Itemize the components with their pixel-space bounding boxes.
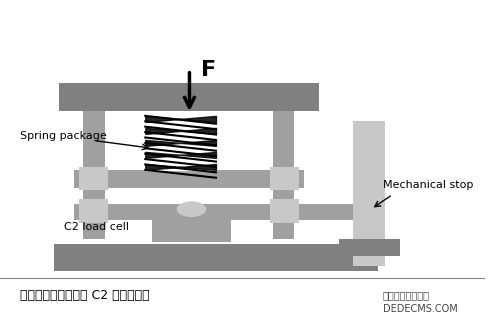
Bar	[145, 116, 216, 170]
Bar	[74, 204, 358, 220]
Text: Spring package: Spring package	[20, 130, 106, 141]
Bar	[59, 83, 319, 111]
Bar	[353, 121, 385, 266]
Text: 织梦内容管理系统: 织梦内容管理系统	[383, 290, 430, 301]
Text: 带有弹簧限位装置的 C2 称重传感器: 带有弹簧限位装置的 C2 称重传感器	[20, 289, 149, 302]
Bar	[152, 214, 231, 242]
Bar	[79, 167, 108, 191]
Text: DEDECMS.COM: DEDECMS.COM	[383, 304, 457, 314]
Text: F: F	[201, 60, 216, 80]
Bar	[54, 244, 378, 271]
Bar	[339, 239, 400, 256]
Text: C2 load cell: C2 load cell	[64, 222, 129, 232]
Text: Mechanical stop: Mechanical stop	[383, 180, 473, 190]
Bar	[79, 199, 108, 223]
Bar	[270, 167, 299, 191]
Bar	[270, 199, 299, 223]
Bar	[74, 170, 304, 188]
Bar	[83, 111, 105, 239]
Bar	[273, 111, 294, 239]
Ellipse shape	[177, 201, 206, 217]
